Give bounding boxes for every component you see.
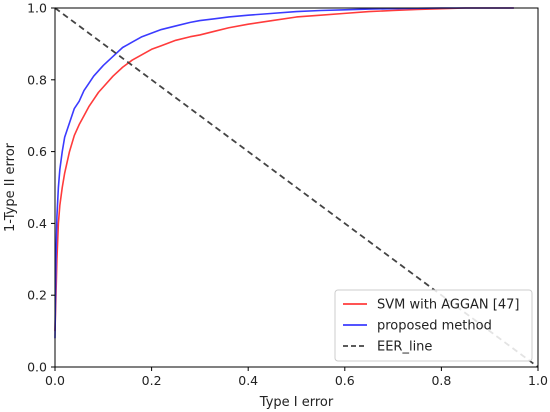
x-tick-label-1: 0.2	[142, 373, 162, 388]
legend-label-0: SVM with AGGAN [47]	[377, 298, 519, 313]
x-tick-label-5: 1.0	[528, 373, 548, 388]
legend-box	[334, 289, 533, 362]
x-tick-label-0: 0.0	[45, 373, 65, 388]
y-tick-label-1: 0.2	[27, 288, 47, 303]
axes-layer	[54, 7, 539, 368]
y-axis-label: 1-Type II error	[3, 142, 18, 232]
legend-label-1: proposed method	[377, 319, 492, 334]
ticks-layer: 0.0 0.2 0.4 0.6 0.8 1.0 0.0 0.2 0.4 0.6 0.8 1.0	[27, 1, 548, 389]
x-axis-label: Type I error	[259, 395, 334, 410]
y-tick-label-4: 0.8	[27, 72, 47, 87]
series-line-0	[54, 7, 514, 332]
y-tick-label-3: 0.6	[27, 144, 47, 159]
series-line-1	[54, 7, 514, 339]
y-tick-label-5: 1.0	[27, 1, 47, 16]
y-tick-label-0: 0.0	[27, 360, 47, 375]
x-tick-label-4: 0.8	[431, 373, 451, 388]
legend-label-2: EER_line	[377, 340, 432, 355]
plot-frame	[54, 7, 539, 368]
legend: SVM with AGGAN [47] proposed method EER_li…	[334, 289, 533, 362]
x-tick-label-3: 0.6	[335, 373, 355, 388]
x-tick-label-2: 0.4	[238, 373, 258, 388]
y-tick-label-2: 0.4	[27, 216, 47, 231]
